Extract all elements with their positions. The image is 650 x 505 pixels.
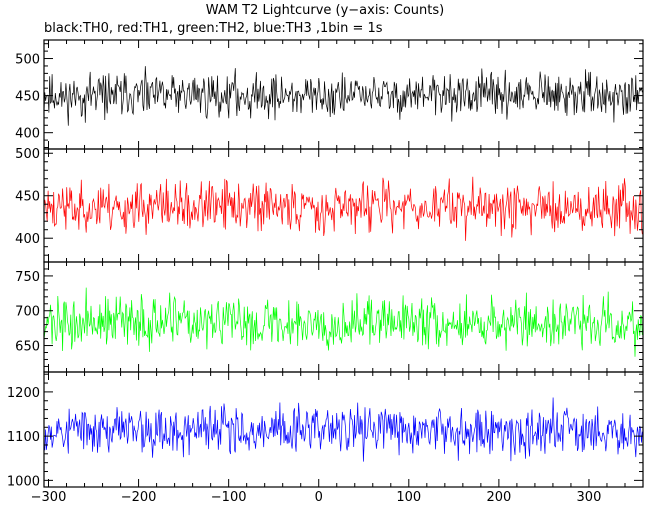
- y-tick-label: 500: [15, 53, 40, 68]
- series-trace-th2: [44, 287, 643, 357]
- x-tick-label: 200: [486, 490, 511, 505]
- x-tick-label: −200: [121, 490, 157, 505]
- series-trace-th3: [44, 397, 643, 462]
- panel-2: 650 700 750: [15, 261, 644, 373]
- y-tick-label: 500: [15, 147, 40, 162]
- series-trace-th1: [44, 176, 643, 241]
- series-trace-th0: [44, 66, 643, 126]
- y-tick-label: 400: [15, 232, 40, 247]
- y-tick-label: 650: [15, 340, 40, 355]
- panel-3: 1000 1100 1200: [7, 371, 644, 489]
- x-tick-label: 0: [315, 490, 323, 505]
- x-axis: −300 −200 −100 0 100 200 300: [31, 490, 602, 505]
- y-tick-label: 1200: [7, 386, 40, 401]
- chart-subtitle: black:TH0, red:TH1, green:TH2, blue:TH3 …: [44, 21, 383, 36]
- y-tick-label: 750: [15, 270, 40, 285]
- y-tick-label: 1100: [7, 430, 40, 445]
- x-tick-label: −300: [31, 490, 67, 505]
- y-tick-label: 400: [15, 127, 40, 142]
- panel-frame: [43, 371, 644, 488]
- x-tick-label: 300: [577, 490, 602, 505]
- panel-0: 400 450 500: [15, 39, 644, 150]
- y-tick-label: 450: [15, 190, 40, 205]
- panels-group: 400 450 500 400 450 500 650 700 750 1000 1100 1200: [7, 39, 644, 489]
- x-tick-label: −100: [211, 490, 247, 505]
- y-tick-label: 1000: [7, 474, 40, 489]
- chart-title: WAM T2 Lightcurve (y−axis: Counts): [206, 3, 444, 18]
- x-tick-label: 100: [396, 490, 421, 505]
- panel-1: 400 450 500: [15, 147, 644, 263]
- y-tick-label: 700: [15, 305, 40, 320]
- y-tick-label: 450: [15, 90, 40, 105]
